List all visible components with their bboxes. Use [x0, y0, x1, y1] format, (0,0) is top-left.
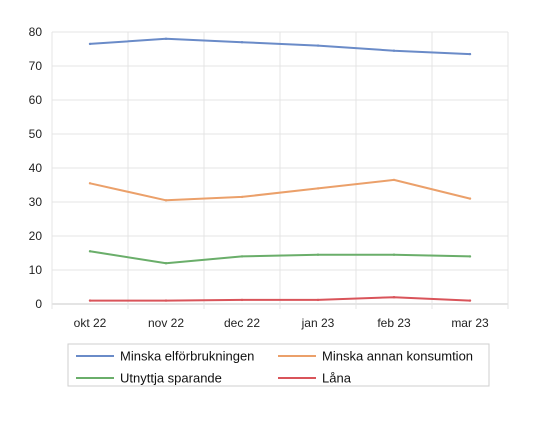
x-tick-label: nov 22	[148, 316, 184, 330]
x-tick-label: jan 23	[301, 316, 335, 330]
y-tick-label: 0	[35, 297, 42, 311]
data-point	[392, 253, 396, 256]
series-line	[89, 178, 471, 202]
series-lines	[88, 37, 472, 302]
data-point	[88, 250, 92, 253]
data-point	[316, 253, 320, 256]
data-point	[88, 182, 92, 185]
data-point	[164, 37, 168, 40]
x-tick-label: dec 22	[224, 316, 260, 330]
data-point	[164, 199, 168, 202]
legend-label: Utnyttja sparande	[120, 371, 222, 386]
y-tick-label: 30	[29, 195, 43, 209]
series-line	[89, 37, 471, 56]
data-point	[316, 298, 320, 302]
data-point	[240, 195, 244, 199]
y-tick-label: 60	[29, 93, 43, 107]
y-tick-label: 50	[29, 127, 43, 141]
series-line	[89, 296, 471, 302]
axes: 0 10 20 30 40 50 60 70 80 okt 22 nov 22 dec 22 jan 2…	[29, 25, 489, 330]
legend: Minska elförbrukningen Minska annan konsu…	[67, 343, 490, 387]
series-line	[89, 250, 471, 265]
data-point	[468, 52, 472, 56]
x-tick-label: mar 23	[451, 316, 489, 330]
data-point	[164, 262, 168, 265]
data-point	[240, 255, 244, 258]
data-point	[392, 49, 396, 52]
y-tick-label: 10	[29, 263, 43, 277]
data-point	[468, 197, 472, 200]
data-point	[88, 299, 92, 302]
grid	[51, 31, 509, 309]
x-tick-label: okt 22	[74, 316, 107, 330]
data-point	[316, 187, 320, 190]
legend-label: Minska annan konsumtion	[322, 349, 473, 364]
y-tick-label: 80	[29, 25, 43, 39]
data-point	[468, 255, 472, 258]
y-tick-label: 20	[29, 229, 43, 243]
data-point	[164, 299, 168, 302]
y-tick-label: 40	[29, 161, 43, 175]
data-point	[316, 44, 320, 47]
data-point	[88, 42, 92, 46]
data-point	[240, 298, 244, 302]
data-point	[392, 296, 396, 299]
data-point	[468, 299, 472, 302]
y-tick-label: 70	[29, 59, 43, 73]
data-point	[392, 178, 396, 182]
legend-label: Låna	[322, 371, 352, 386]
data-point	[240, 41, 244, 44]
x-tick-label: feb 23	[377, 316, 411, 330]
legend-label: Minska elförbrukningen	[120, 349, 254, 364]
